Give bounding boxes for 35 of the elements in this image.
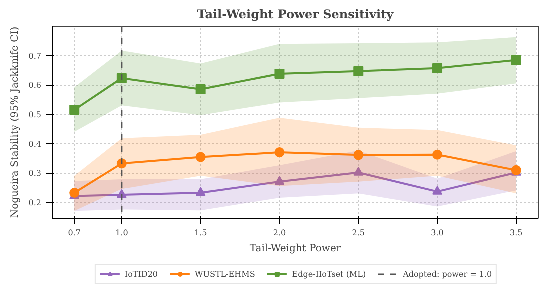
point xyxy=(274,148,285,158)
legend-label: Adopted: power = 1.0 xyxy=(403,270,492,278)
y-tick-label: 0.5 xyxy=(28,110,42,120)
x-tick-label: 2.5 xyxy=(352,228,365,238)
point xyxy=(196,187,206,196)
y-tick-label: 0.3 xyxy=(28,169,42,178)
x-tick-label: 2.0 xyxy=(273,228,286,238)
point xyxy=(274,68,285,79)
point xyxy=(274,176,285,185)
point xyxy=(70,105,80,116)
point xyxy=(511,55,522,66)
x-tick-label: 1.5 xyxy=(194,228,208,238)
legend-label: WUSTL-EHMS xyxy=(195,270,256,278)
legend-label: IoTID20 xyxy=(124,270,158,278)
point xyxy=(196,84,206,95)
chart-title: Tail-Weight Power Sensitivity xyxy=(197,8,395,22)
legend-label: Edge-IIoTset (ML) xyxy=(292,270,366,278)
x-tick-label: 3.0 xyxy=(431,228,444,238)
point xyxy=(196,152,206,162)
point xyxy=(354,167,364,176)
x-tick-label: 0.7 xyxy=(68,228,81,238)
point xyxy=(354,66,364,76)
point xyxy=(432,63,443,74)
x-tick-label: 3.5 xyxy=(510,228,523,238)
y-axis-title: Nogueira Stability (95% Jackknife CI) xyxy=(10,26,21,218)
point xyxy=(432,150,443,160)
y-tick-label: 0.2 xyxy=(28,198,42,208)
y-tick-label: 0.6 xyxy=(28,81,42,90)
point xyxy=(70,188,80,198)
x-tick-label: 1.0 xyxy=(116,228,128,238)
point xyxy=(354,150,364,160)
y-tick-label: 0.7 xyxy=(28,52,42,61)
y-tick-label: 0.4 xyxy=(28,140,42,149)
point xyxy=(432,186,443,195)
x-axis-title: Tail-Weight Power xyxy=(250,244,342,254)
